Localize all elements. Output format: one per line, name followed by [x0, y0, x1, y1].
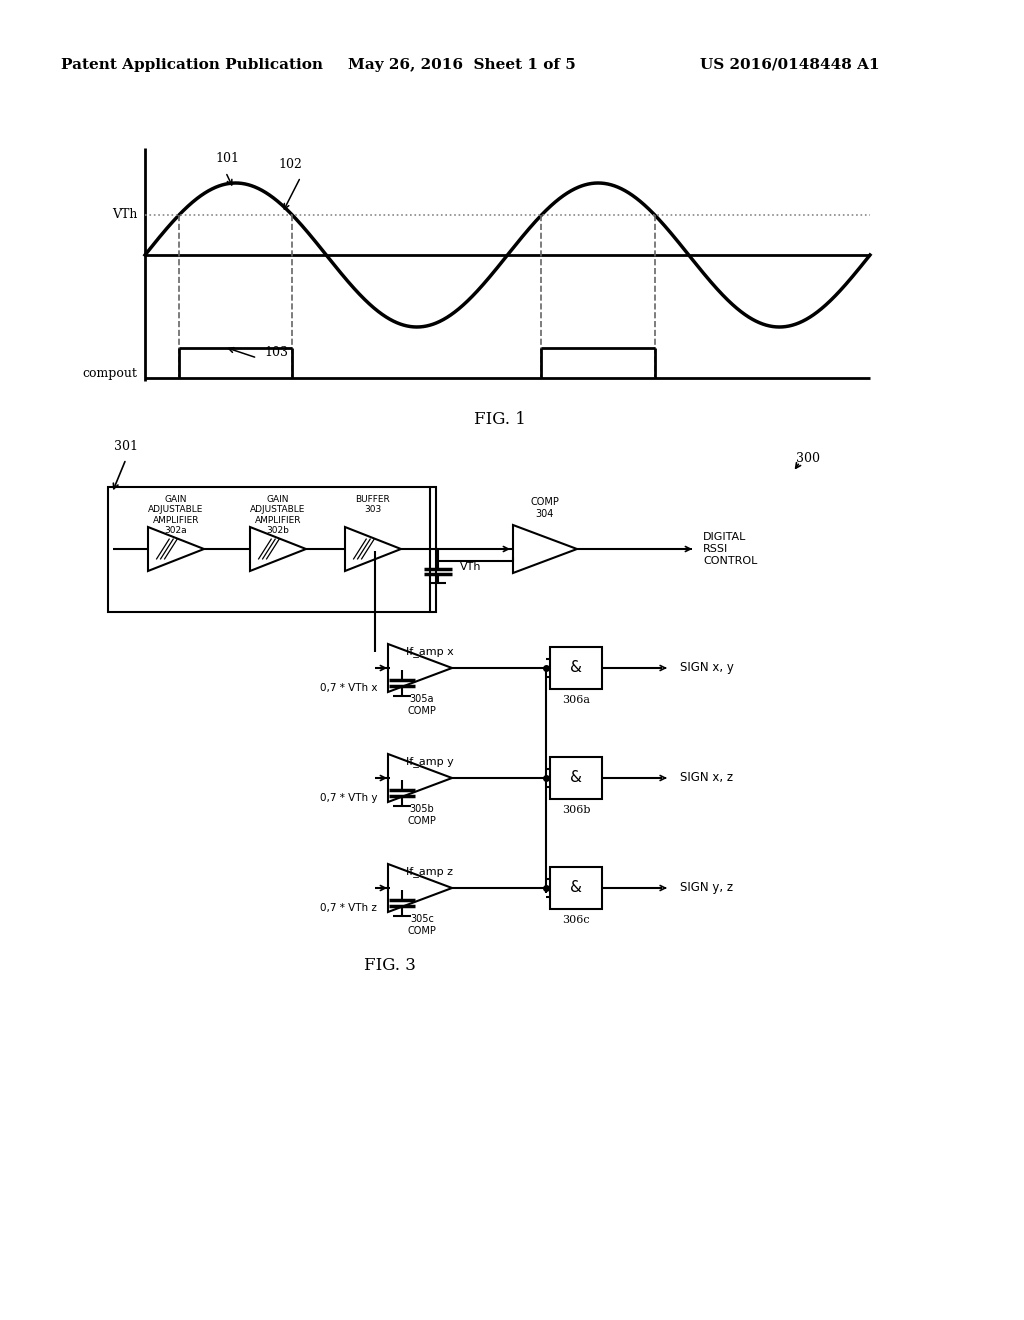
Text: FIG. 3: FIG. 3 [365, 957, 416, 974]
Text: 301: 301 [114, 441, 138, 454]
Polygon shape [250, 527, 306, 572]
Text: COMP
304: COMP 304 [530, 498, 559, 519]
Text: 0,7 * VTh y: 0,7 * VTh y [319, 793, 377, 803]
Text: 300: 300 [796, 453, 820, 466]
Polygon shape [388, 754, 452, 803]
Text: If_amp x: If_amp x [407, 647, 454, 657]
Text: SIGN x, y: SIGN x, y [680, 661, 734, 675]
Text: BUFFER
303: BUFFER 303 [355, 495, 390, 515]
Polygon shape [513, 525, 577, 573]
Text: GAIN
ADJUSTABLE
AMPLIFIER
302a: GAIN ADJUSTABLE AMPLIFIER 302a [148, 495, 204, 535]
Bar [550, 756, 602, 799]
Text: GAIN
ADJUSTABLE
AMPLIFIER
302b: GAIN ADJUSTABLE AMPLIFIER 302b [250, 495, 306, 535]
Text: 0,7 * VTh x: 0,7 * VTh x [319, 682, 377, 693]
Text: &: & [570, 771, 582, 785]
Text: &: & [570, 660, 582, 676]
Text: 102: 102 [279, 158, 302, 172]
Polygon shape [148, 527, 204, 572]
Text: SIGN x, z: SIGN x, z [680, 771, 733, 784]
Text: 306a: 306a [562, 696, 590, 705]
Text: 101: 101 [216, 152, 240, 165]
Polygon shape [388, 644, 452, 692]
Text: VTh: VTh [112, 209, 137, 222]
Text: US 2016/0148448 A1: US 2016/0148448 A1 [700, 58, 880, 73]
Text: &: & [570, 880, 582, 895]
Text: compout: compout [82, 367, 137, 380]
Bar [108, 487, 436, 612]
Text: 305a
COMP: 305a COMP [408, 694, 436, 715]
Polygon shape [388, 865, 452, 912]
Text: DIGITAL
RSSI
CONTROL: DIGITAL RSSI CONTROL [703, 532, 758, 565]
Text: 305c
COMP: 305c COMP [408, 913, 436, 936]
Text: 0,7 * VTh z: 0,7 * VTh z [321, 903, 377, 913]
Text: VTh: VTh [460, 562, 481, 572]
Text: 306c: 306c [562, 915, 590, 925]
Text: If_amp y: If_amp y [407, 756, 454, 767]
Text: FIG. 1: FIG. 1 [474, 412, 526, 429]
Bar [550, 647, 602, 689]
Text: 103: 103 [264, 346, 289, 359]
Text: 306b: 306b [562, 805, 590, 814]
Polygon shape [345, 527, 401, 572]
Text: May 26, 2016  Sheet 1 of 5: May 26, 2016 Sheet 1 of 5 [348, 58, 575, 73]
Text: If_amp z: If_amp z [407, 866, 454, 878]
Text: Patent Application Publication: Patent Application Publication [61, 58, 323, 73]
Bar [550, 867, 602, 909]
Text: SIGN y, z: SIGN y, z [680, 882, 733, 895]
Text: 305b
COMP: 305b COMP [408, 804, 436, 825]
